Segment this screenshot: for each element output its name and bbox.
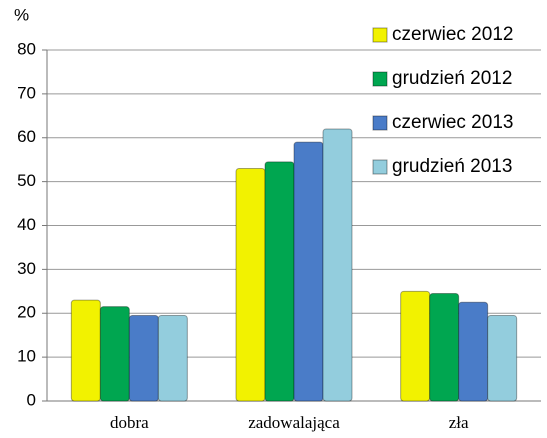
bar <box>487 314 518 402</box>
x-tick-label: zadowalająca <box>248 413 340 432</box>
legend-swatch <box>372 159 388 175</box>
x-tick-label: dobra <box>110 413 149 432</box>
y-tick-label: 70 <box>17 83 36 102</box>
bar <box>322 128 353 402</box>
bar <box>264 161 295 402</box>
bar <box>70 299 101 402</box>
legend-label: czerwiec 2012 <box>392 24 513 45</box>
bar <box>293 141 324 402</box>
y-axis-label: % <box>14 5 29 24</box>
bar <box>429 293 460 402</box>
legend-label: grudzień 2013 <box>392 156 512 177</box>
bar <box>128 314 159 402</box>
y-tick-label: 30 <box>17 259 36 278</box>
bar <box>400 290 431 402</box>
legend-label: czerwiec 2013 <box>392 112 513 133</box>
bar <box>235 167 266 402</box>
y-tick-label: 10 <box>17 347 36 366</box>
legend-swatch <box>372 115 388 131</box>
y-tick-label: 50 <box>17 171 36 190</box>
legend-swatch <box>372 27 388 43</box>
y-tick-label: 60 <box>17 127 36 146</box>
legend-swatch <box>372 71 388 87</box>
y-tick-label: 20 <box>17 303 36 322</box>
y-tick-label: 40 <box>17 215 36 234</box>
legend-label: grudzień 2012 <box>392 68 512 89</box>
x-tick-label: zła <box>449 413 469 432</box>
bar <box>99 306 130 402</box>
y-tick-label: 0 <box>27 390 36 409</box>
y-tick-label: 80 <box>17 39 36 58</box>
bar <box>458 301 489 402</box>
bar <box>157 314 188 402</box>
